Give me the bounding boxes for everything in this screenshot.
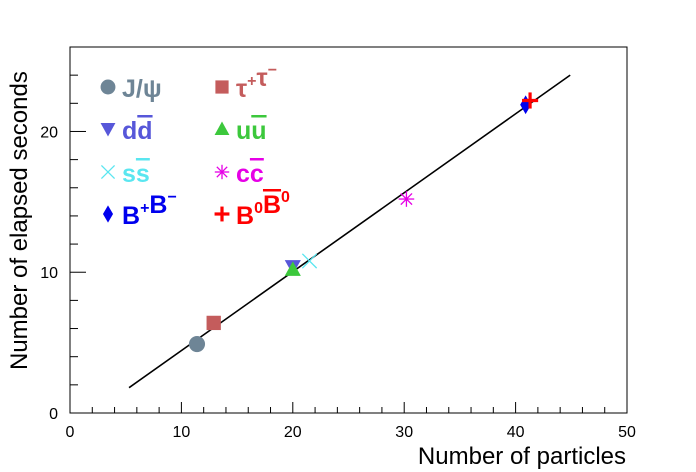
legend-label: cc	[236, 160, 264, 188]
legend-label-superscript: −	[167, 189, 176, 206]
legend-label-text: B	[149, 191, 167, 219]
data-point	[522, 92, 539, 109]
legend-label-overlined: d	[137, 117, 152, 145]
legend-item: τ+τ−	[215, 62, 277, 103]
marker-stroke	[216, 166, 228, 178]
legend-label: uu	[236, 117, 267, 145]
x-tick-label: 40	[507, 424, 525, 441]
x-axis-label: Number of particles	[418, 443, 626, 470]
legend-label-text: B	[236, 202, 254, 230]
legend-label-overlined: s	[136, 160, 150, 188]
legend-label: B+B−	[122, 189, 177, 230]
legend-label-superscript: −	[268, 62, 277, 79]
marker-stroke	[100, 164, 116, 180]
x-axis: 0 10 20 30 40 50	[66, 402, 636, 441]
marker-stroke	[301, 253, 318, 269]
legend-marker	[100, 164, 116, 180]
legend-label: τ+τ−	[236, 62, 277, 103]
legend-label-superscript: +	[247, 73, 256, 90]
legend-label-text: d	[122, 117, 137, 145]
x-tick-label: 10	[173, 424, 191, 441]
y-axis: 0 10 20	[40, 46, 86, 423]
legend-label: B0B0	[236, 189, 290, 230]
legend-label-text: J/ψ	[122, 75, 162, 103]
data-points-layer	[188, 92, 539, 353]
fit-line-layer	[128, 74, 571, 389]
legend-marker	[100, 79, 116, 95]
y-axis-label: Number of elapsed seconds	[6, 71, 33, 370]
legend-label: ss	[122, 160, 150, 188]
x-tick-label: 20	[284, 424, 302, 441]
legend-item: cc	[214, 160, 264, 188]
legend-label-overlined: c	[250, 160, 264, 188]
legend-item: B0B0	[214, 189, 290, 230]
legend-label-text: u	[236, 117, 251, 145]
x-tick-label: 50	[618, 424, 636, 441]
fit-line	[128, 74, 571, 389]
legend-label-overlined: B	[263, 191, 281, 219]
legend-item: dd	[100, 117, 153, 145]
legend-label-superscript: 0	[281, 189, 290, 206]
plot-frame	[69, 46, 628, 414]
legend-label-text: c	[236, 160, 250, 188]
data-point	[188, 335, 206, 353]
legend-label: J/ψ	[122, 75, 162, 103]
legend-label-text: B	[122, 202, 140, 230]
data-point	[206, 315, 221, 331]
legend-label-superscript: 0	[254, 200, 263, 217]
y-tick-label: 20	[40, 124, 58, 141]
legend-item: uu	[214, 117, 267, 145]
y-tick-label: 0	[49, 406, 58, 423]
legend-marker	[215, 80, 229, 94]
data-point	[398, 191, 415, 207]
data-point	[301, 253, 318, 269]
legend-label-text: τ	[257, 64, 268, 92]
legend-label-text: s	[122, 160, 136, 188]
legend-item: B+B−	[102, 189, 177, 230]
legend-item: J/ψ	[100, 75, 162, 103]
legend-item: ss	[100, 160, 150, 188]
legend-label-overlined: u	[251, 117, 266, 145]
data-point	[284, 261, 301, 276]
legend-label: dd	[122, 117, 153, 145]
legend-marker	[102, 205, 114, 223]
legend-marker	[214, 121, 230, 135]
legend-marker	[214, 164, 230, 180]
y-tick-label: 10	[40, 265, 58, 282]
x-tick-label: 30	[395, 424, 413, 441]
x-tick-label: 0	[66, 424, 75, 441]
marker-stroke	[400, 192, 413, 206]
legend-label-superscript: +	[140, 200, 149, 217]
legend-marker	[214, 206, 230, 222]
legend-label-text: τ	[236, 75, 247, 103]
legend-marker	[100, 123, 116, 137]
